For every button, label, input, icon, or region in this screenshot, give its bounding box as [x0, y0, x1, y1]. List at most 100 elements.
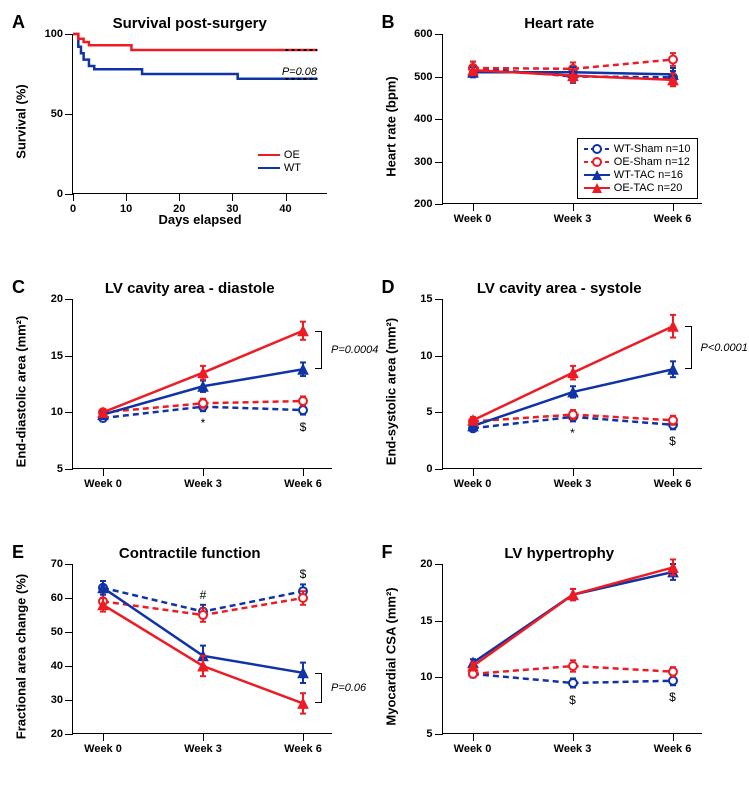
y-tick-label: 10 [35, 406, 63, 418]
y-tick-label: 50 [35, 108, 63, 120]
chart-title: LV cavity area - diastole [10, 280, 370, 297]
plot-area: Heart rate (bpm)200300400500600Week 0Wee… [442, 34, 702, 204]
x-tick-label: Week 3 [554, 478, 592, 490]
p-value: P<0.0001 [701, 342, 748, 354]
plot-area: Myocardial CSA (mm²)5101520Week 0Week 3W… [442, 564, 702, 734]
legend-label: WT-TAC n=16 [614, 169, 683, 181]
y-tick-label: 5 [405, 728, 433, 740]
significance-marker: $ [669, 434, 676, 448]
panel-e: EContractile function Fractional area cha… [10, 540, 370, 790]
panel-b: BHeart rateHeart rate (bpm)2003004005006… [380, 10, 740, 260]
x-tick-label: Week 3 [554, 743, 592, 755]
p-value: P=0.08 [282, 66, 317, 78]
x-tick-label: Week 0 [454, 213, 492, 225]
y-tick-label: 10 [405, 350, 433, 362]
y-tick-label: 20 [405, 558, 433, 570]
significance-marker: $ [569, 693, 576, 707]
plot-area: Survival (%)Days elapsed050100010203040P… [72, 34, 327, 194]
significance-marker: $ [300, 420, 307, 434]
y-tick-label: 15 [405, 615, 433, 627]
figure-grid: ASurvival post-surgery Survival (%)Days e… [10, 10, 739, 790]
legend-label: OE-Sham n=12 [614, 156, 690, 168]
legend-label: OE [284, 149, 300, 161]
panel-letter: D [382, 277, 395, 298]
x-tick-label: 10 [120, 203, 132, 215]
x-tick-label: Week 6 [284, 743, 322, 755]
panel-letter: F [382, 542, 393, 563]
comparison-bracket [321, 673, 322, 704]
y-tick-label: 60 [35, 592, 63, 604]
y-axis-label: End-systolic area (mm²) [383, 317, 398, 464]
y-axis-label: Heart rate (bpm) [383, 76, 398, 176]
y-tick-label: 70 [35, 558, 63, 570]
x-tick-label: Week 3 [184, 743, 222, 755]
chart-title: LV cavity area - systole [380, 280, 740, 297]
plot-area: Fractional area change (%)203040506070We… [72, 564, 332, 734]
legend-label: WT [284, 162, 301, 174]
y-tick-label: 15 [35, 350, 63, 362]
x-tick-label: Week 0 [84, 743, 122, 755]
x-tick-label: Week 6 [284, 478, 322, 490]
x-tick-label: Week 6 [654, 478, 692, 490]
x-tick-label: Week 6 [654, 213, 692, 225]
significance-marker: $ [669, 690, 676, 704]
panel-f: FLV hypertrophyMyocardial CSA (mm²)51015… [380, 540, 740, 790]
y-tick-label: 300 [405, 156, 433, 168]
x-tick-label: 30 [226, 203, 238, 215]
legend-main: WT-Sham n=10OE-Sham n=12WT-TAC n=16OE-TA… [577, 138, 698, 199]
y-tick-label: 15 [405, 293, 433, 305]
y-tick-label: 600 [405, 28, 433, 40]
y-tick-label: 20 [35, 293, 63, 305]
y-axis-label: End-diastolic area (mm²) [14, 315, 29, 467]
p-value: P=0.0004 [331, 344, 378, 356]
significance-marker: * [570, 426, 575, 440]
y-tick-label: 50 [35, 626, 63, 638]
panel-d: DLV cavity area - systole End-systolic ar… [380, 275, 740, 525]
panel-c: CLV cavity area - diastole End-diastolic … [10, 275, 370, 525]
legend-label: WT-Sham n=10 [614, 143, 691, 155]
x-tick-label: Week 3 [184, 478, 222, 490]
chart-title: LV hypertrophy [380, 545, 740, 562]
significance-marker: $ [300, 567, 307, 581]
legend-label: OE-TAC n=20 [614, 182, 683, 194]
chart-title: Survival post-surgery [10, 15, 370, 32]
y-tick-label: 5 [35, 463, 63, 475]
plot-area: End-diastolic area (mm²)5101520Week 0Wee… [72, 299, 332, 469]
p-value: P=0.06 [331, 682, 366, 694]
x-tick-label: Week 0 [454, 478, 492, 490]
y-tick-label: 400 [405, 113, 433, 125]
x-tick-label: 40 [279, 203, 291, 215]
y-tick-label: 200 [405, 198, 433, 210]
chart-title: Heart rate [380, 15, 740, 32]
x-tick-label: Week 6 [654, 743, 692, 755]
chart-title: Contractile function [10, 545, 370, 562]
comparison-bracket [691, 326, 692, 369]
significance-marker: * [201, 416, 206, 430]
x-tick-label: 20 [173, 203, 185, 215]
x-tick-label: Week 3 [554, 213, 592, 225]
panel-letter: E [12, 542, 24, 563]
x-tick-label: Week 0 [84, 478, 122, 490]
y-tick-label: 40 [35, 660, 63, 672]
y-tick-label: 10 [405, 671, 433, 683]
panel-letter: C [12, 277, 25, 298]
legend: OEWT [252, 145, 307, 178]
y-axis-label: Survival (%) [14, 84, 29, 158]
significance-marker: # [200, 588, 207, 602]
x-tick-label: Week 0 [454, 743, 492, 755]
y-axis-label: Myocardial CSA (mm²) [383, 587, 398, 725]
y-tick-label: 5 [405, 406, 433, 418]
y-tick-label: 100 [35, 28, 63, 40]
panel-letter: B [382, 12, 395, 33]
plot-area: End-systolic area (mm²)051015Week 0Week … [442, 299, 702, 469]
y-tick-label: 30 [35, 694, 63, 706]
y-axis-label: Fractional area change (%) [14, 573, 29, 738]
y-tick-label: 20 [35, 728, 63, 740]
y-tick-label: 0 [405, 463, 433, 475]
y-tick-label: 500 [405, 71, 433, 83]
panel-letter: A [12, 12, 25, 33]
x-tick-label: 0 [70, 203, 76, 215]
comparison-bracket [321, 331, 322, 370]
y-tick-label: 0 [35, 188, 63, 200]
panel-a: ASurvival post-surgery Survival (%)Days e… [10, 10, 370, 260]
